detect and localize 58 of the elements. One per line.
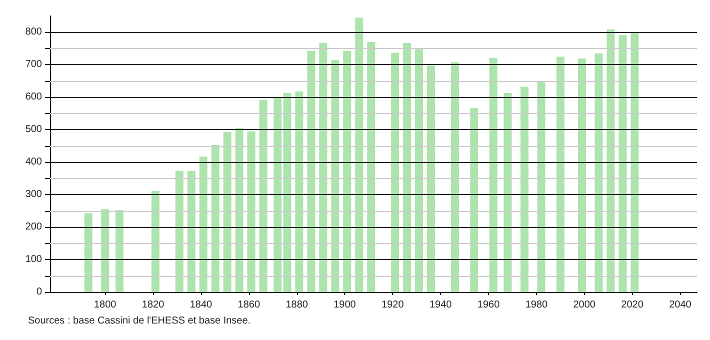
x-tick-label: 1840 (190, 300, 213, 310)
bar (391, 52, 400, 292)
y-tick-label: 800 (25, 26, 42, 38)
bar (331, 60, 340, 292)
bar (343, 50, 352, 292)
bar (319, 42, 328, 292)
x-tick-label: 2000 (573, 300, 596, 310)
bar (235, 128, 244, 292)
x-tick-label: 1900 (334, 300, 356, 310)
x-tick-label: 1860 (238, 300, 260, 310)
bar (259, 100, 268, 292)
x-tick-label: 1920 (382, 300, 404, 310)
bar (450, 62, 459, 292)
bar (606, 29, 615, 292)
bar (427, 65, 436, 292)
bar (151, 191, 160, 292)
bar (307, 50, 316, 292)
y-tick-label: 200 (25, 222, 42, 233)
bar (355, 18, 364, 292)
y-tick-label: 300 (25, 189, 42, 200)
source-note: Sources : base Cassini de l'EHESS et base Insee. (28, 316, 251, 326)
bar (101, 209, 110, 292)
bar (187, 170, 196, 292)
y-tick-label: 600 (25, 92, 42, 103)
y-tick-label: 0 (36, 286, 42, 298)
y-tick-label: 400 (25, 156, 42, 168)
x-tick-label: 2040 (669, 300, 692, 310)
y-tick-label: 700 (25, 59, 42, 70)
bar (223, 132, 232, 292)
y-tick-label: 100 (25, 254, 42, 266)
x-tick-label: 1820 (142, 300, 165, 310)
y-tick-label: 500 (25, 124, 42, 136)
bar (578, 58, 586, 292)
bar (618, 35, 627, 292)
x-tick-label: 1980 (525, 300, 548, 310)
bar (594, 53, 603, 292)
bar (84, 213, 92, 292)
x-tick-label: 1880 (286, 300, 308, 310)
bar (489, 58, 498, 292)
x-tick-label: 2020 (621, 300, 644, 310)
bar (175, 170, 184, 292)
bar (556, 56, 564, 292)
x-tick-label: 1960 (477, 300, 500, 310)
x-tick-label: 1940 (429, 300, 452, 310)
bar (520, 86, 528, 292)
bar (470, 108, 478, 292)
bar (211, 144, 220, 292)
bar (537, 81, 546, 292)
x-tick-label: 1800 (94, 300, 117, 310)
bar (295, 91, 304, 292)
bar (415, 49, 424, 292)
bar (199, 156, 208, 292)
bar (247, 131, 256, 292)
bar (367, 42, 376, 292)
bar (403, 42, 412, 292)
bar (115, 210, 124, 292)
bar (630, 32, 639, 292)
bar (504, 92, 512, 292)
